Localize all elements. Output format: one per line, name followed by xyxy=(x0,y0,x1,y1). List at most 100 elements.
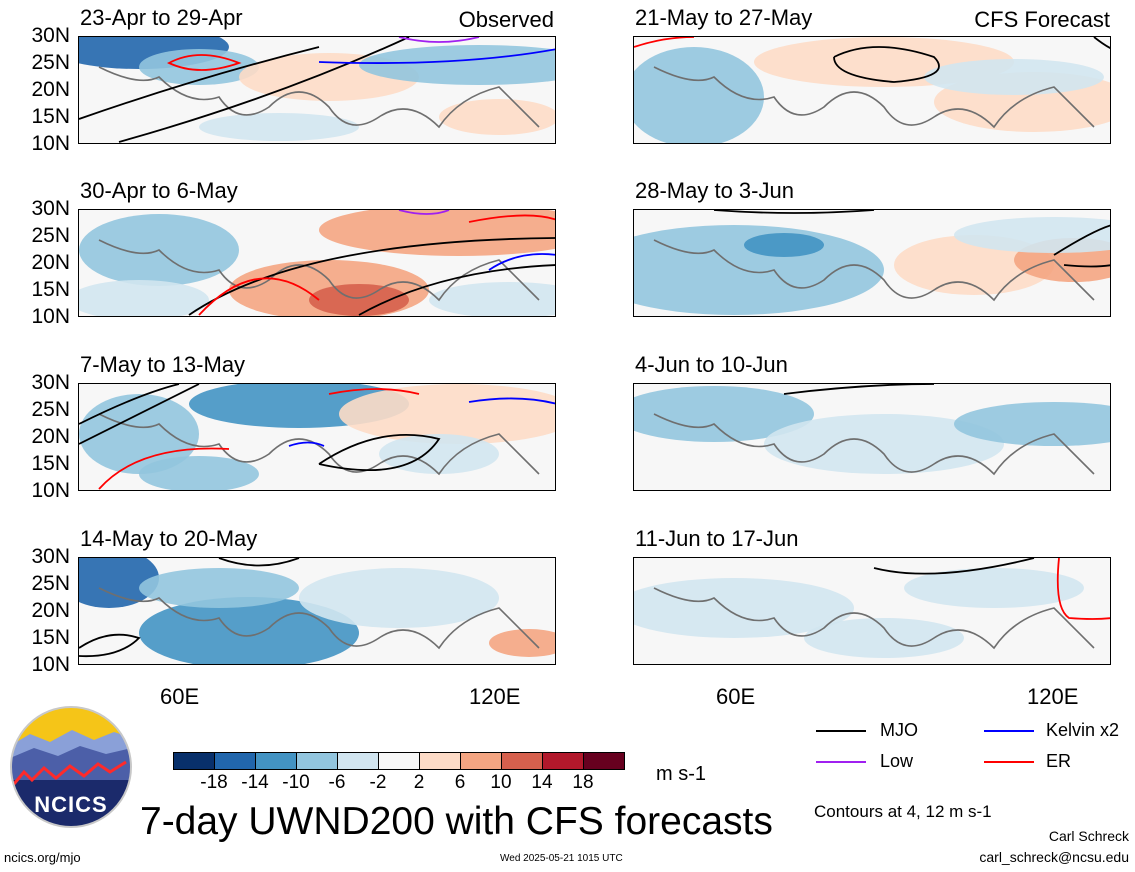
mjo-contour xyxy=(1063,264,1110,268)
wind-anomaly-shade xyxy=(359,45,555,85)
lat-label: 15N xyxy=(31,452,70,475)
map-panel-7 xyxy=(633,383,1111,491)
wind-anomaly-shade xyxy=(79,558,159,608)
wind-anomaly-shade xyxy=(299,568,499,628)
colorbar-swatch xyxy=(460,752,502,770)
author-email: carl_schreck@ncsu.edu xyxy=(979,849,1129,865)
map-panel-2 xyxy=(78,209,556,317)
legend-low-label: Low xyxy=(880,751,914,771)
wind-anomaly-shade xyxy=(309,284,409,316)
wind-anomaly-shade xyxy=(924,59,1104,95)
mjo-contour xyxy=(1053,224,1110,256)
legend-er-label: ER xyxy=(1046,751,1072,771)
map-field xyxy=(634,37,1110,143)
panel-title: 4-Jun to 10-Jun xyxy=(635,352,788,377)
coastline xyxy=(98,66,540,129)
map-field xyxy=(79,37,555,143)
forecast-label: CFS Forecast xyxy=(974,7,1110,32)
wind-anomaly-shade xyxy=(904,568,1084,608)
colorbar-swatch xyxy=(337,752,379,770)
lat-label: 25N xyxy=(31,51,70,74)
lat-label: 20N xyxy=(31,599,70,622)
colorbar-tick-label: -2 xyxy=(369,772,387,793)
lat-label: 10N xyxy=(31,479,70,502)
lat-label: 10N xyxy=(31,305,70,328)
observed-label: Observed xyxy=(458,7,554,32)
map-field xyxy=(634,384,1110,476)
map-field xyxy=(634,558,1110,658)
map-panel-1 xyxy=(78,36,556,144)
coastline xyxy=(653,239,1095,302)
author-name: Carl Schreck xyxy=(1048,828,1129,844)
coastline xyxy=(653,587,1095,650)
panel-title: 14-May to 20-May xyxy=(80,526,258,551)
ncics-logo: NCICS xyxy=(10,706,132,828)
wind-anomaly-shade xyxy=(804,618,964,658)
wind-anomaly-shade xyxy=(199,113,359,141)
colorbar-tick-label: 18 xyxy=(572,772,594,793)
map-field xyxy=(79,558,555,664)
colorbar-swatch xyxy=(378,752,420,770)
legend-mjo-label: MJO xyxy=(880,720,918,740)
colorbar-swatch xyxy=(501,752,543,770)
panel-title: 7-May to 13-May xyxy=(80,352,246,377)
colorbar-tick-label: -18 xyxy=(200,772,228,793)
coastline xyxy=(653,413,1095,476)
lon-label-60e-right: 60E xyxy=(716,684,756,709)
map-panel-5 xyxy=(633,36,1111,144)
mjo-contour xyxy=(833,46,940,83)
colorbar-swatch xyxy=(296,752,338,770)
er-contour xyxy=(1056,558,1110,620)
colorbar-swatch xyxy=(173,752,215,770)
mjo-contour xyxy=(318,434,441,472)
coastline xyxy=(98,587,540,650)
colorbar-tick-label: -10 xyxy=(282,772,310,793)
lat-label: 15N xyxy=(31,278,70,301)
site-url[interactable]: ncics.org/mjo xyxy=(4,850,81,865)
er-contour xyxy=(198,277,320,316)
lat-label: 20N xyxy=(31,78,70,101)
mjo-contour xyxy=(873,558,1035,575)
mjo-contour xyxy=(188,237,555,316)
er-contour xyxy=(328,388,420,395)
lat-label: 30N xyxy=(31,197,70,220)
lat-label: 20N xyxy=(31,251,70,274)
contours-note: Contours at 4, 12 m s-1 xyxy=(814,802,992,821)
mjo-contour xyxy=(79,384,180,425)
lat-label: 15N xyxy=(31,626,70,649)
wind-anomaly-shade xyxy=(429,282,555,316)
lon-label-120e-left: 120E xyxy=(469,684,521,709)
wind-anomaly-shade xyxy=(634,47,764,143)
panel-title: 23-Apr to 29-Apr xyxy=(80,5,243,30)
map-field xyxy=(79,210,555,316)
map-panel-6 xyxy=(633,209,1111,317)
map-field xyxy=(634,210,1110,315)
colorbar-tick-label: -6 xyxy=(328,772,346,793)
mjo-contour xyxy=(358,264,555,316)
colorbar-tick-label: 6 xyxy=(454,772,466,793)
panel-title: 11-Jun to 17-Jun xyxy=(635,526,799,551)
lat-label: 30N xyxy=(31,24,70,47)
kelvin-contour xyxy=(288,441,325,447)
mjo-contour xyxy=(79,384,200,445)
lon-label-120e-right: 120E xyxy=(1027,684,1079,709)
coastline xyxy=(98,239,540,302)
wind-anomaly-shade xyxy=(634,386,814,442)
coastline xyxy=(98,413,540,476)
map-panel-4 xyxy=(78,557,556,665)
colorbar-swatch xyxy=(419,752,461,770)
kelvin-contour xyxy=(318,48,555,64)
mjo-contour xyxy=(713,210,875,214)
map-field xyxy=(79,384,555,490)
panel-title: 21-May to 27-May xyxy=(635,5,813,30)
legend-low-line xyxy=(816,761,866,763)
colorbar-units: m s-1 xyxy=(656,763,706,785)
wind-anomaly-shade xyxy=(634,578,854,638)
panel-title: 30-Apr to 6-May xyxy=(80,178,238,203)
colorbar-tick-label: -14 xyxy=(241,772,269,793)
lon-label-60e-left: 60E xyxy=(160,684,200,709)
colorbar-tick-label: 2 xyxy=(413,772,425,793)
er-contour xyxy=(98,447,230,490)
panel-title: 28-May to 3-Jun xyxy=(635,178,794,203)
lat-label: 10N xyxy=(31,132,70,155)
